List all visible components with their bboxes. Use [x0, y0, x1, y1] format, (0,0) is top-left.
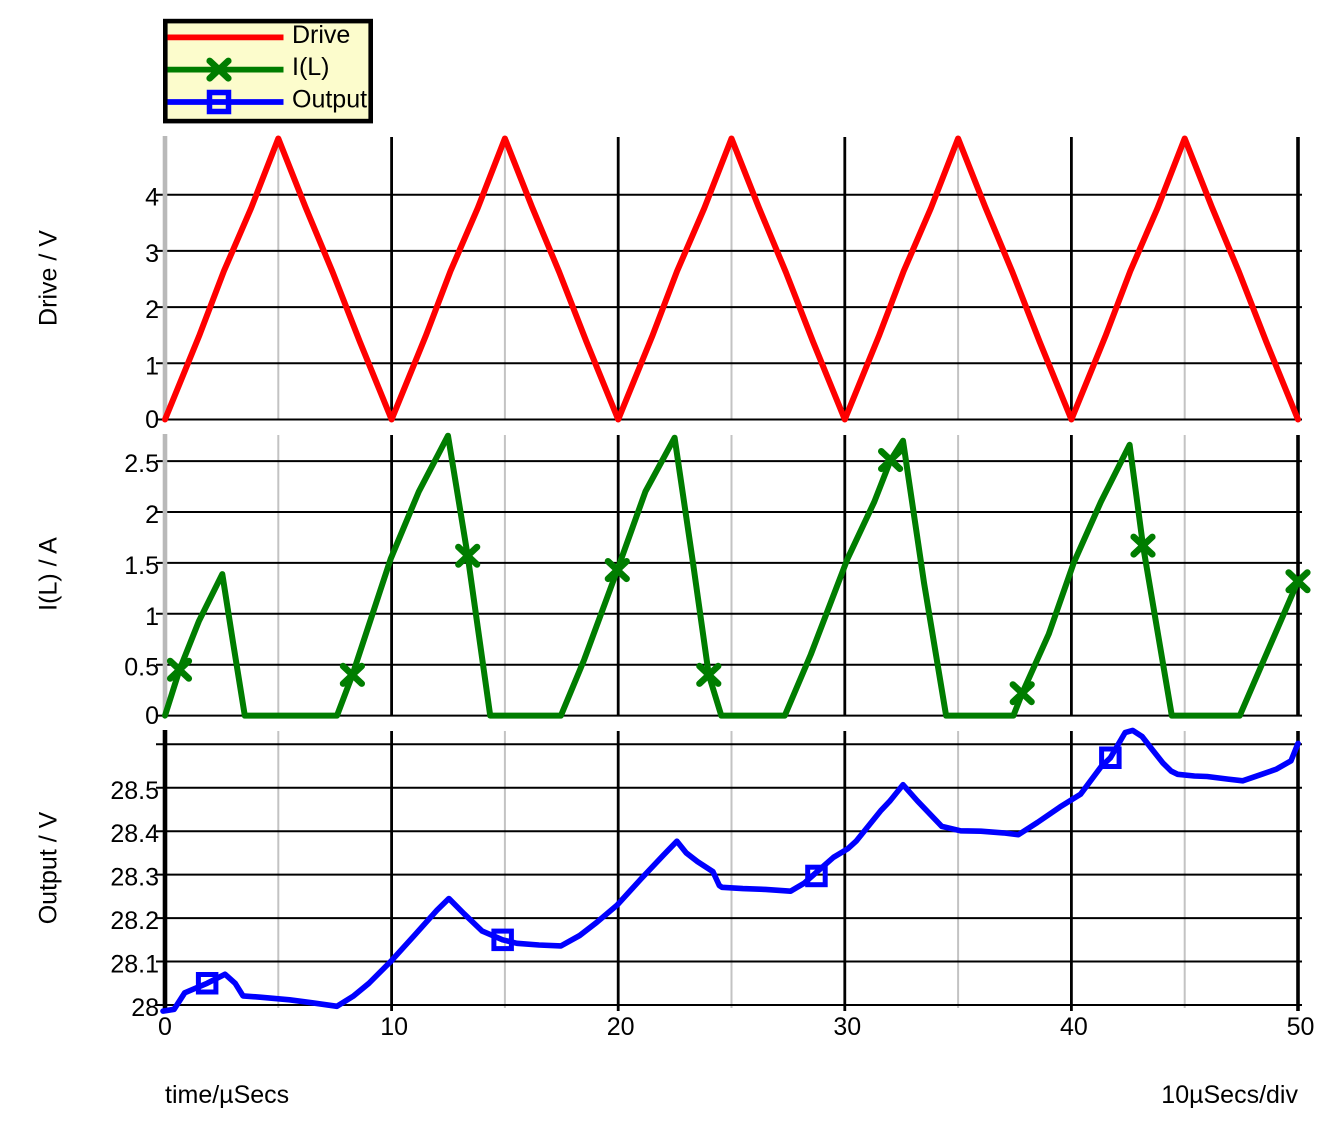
svg-text:50: 50 [1287, 1013, 1315, 1041]
svg-text:28.5: 28.5 [110, 777, 159, 805]
svg-text:1.5: 1.5 [124, 552, 159, 580]
svg-text:3: 3 [145, 240, 159, 268]
svg-text:Drive / V: Drive / V [35, 230, 63, 326]
svg-text:28.3: 28.3 [110, 864, 159, 892]
svg-text:28.1: 28.1 [110, 951, 159, 979]
svg-text:0: 0 [145, 702, 159, 730]
svg-text:1: 1 [145, 352, 159, 380]
svg-text:10µSecs/div: 10µSecs/div [1161, 1081, 1298, 1109]
svg-text:Output: Output [292, 86, 367, 114]
svg-text:40: 40 [1060, 1013, 1088, 1041]
svg-text:time/µSecs: time/µSecs [165, 1081, 289, 1109]
svg-text:28.4: 28.4 [110, 820, 159, 848]
svg-text:I(L) / A: I(L) / A [35, 537, 63, 611]
svg-text:0: 0 [145, 406, 159, 434]
svg-text:4: 4 [145, 184, 159, 212]
svg-text:1: 1 [145, 603, 159, 631]
svg-text:28.2: 28.2 [110, 907, 159, 935]
svg-text:I(L): I(L) [292, 53, 330, 81]
svg-text:Drive: Drive [292, 21, 350, 49]
svg-text:Output / V: Output / V [35, 811, 63, 924]
svg-text:0.5: 0.5 [124, 654, 159, 682]
svg-text:20: 20 [607, 1013, 635, 1041]
svg-text:2: 2 [145, 501, 159, 529]
svg-text:2: 2 [145, 296, 159, 324]
svg-text:10: 10 [380, 1013, 408, 1041]
svg-text:0: 0 [158, 1013, 172, 1041]
svg-text:30: 30 [833, 1013, 861, 1041]
svg-text:28: 28 [131, 994, 159, 1022]
svg-text:2.5: 2.5 [124, 450, 159, 478]
